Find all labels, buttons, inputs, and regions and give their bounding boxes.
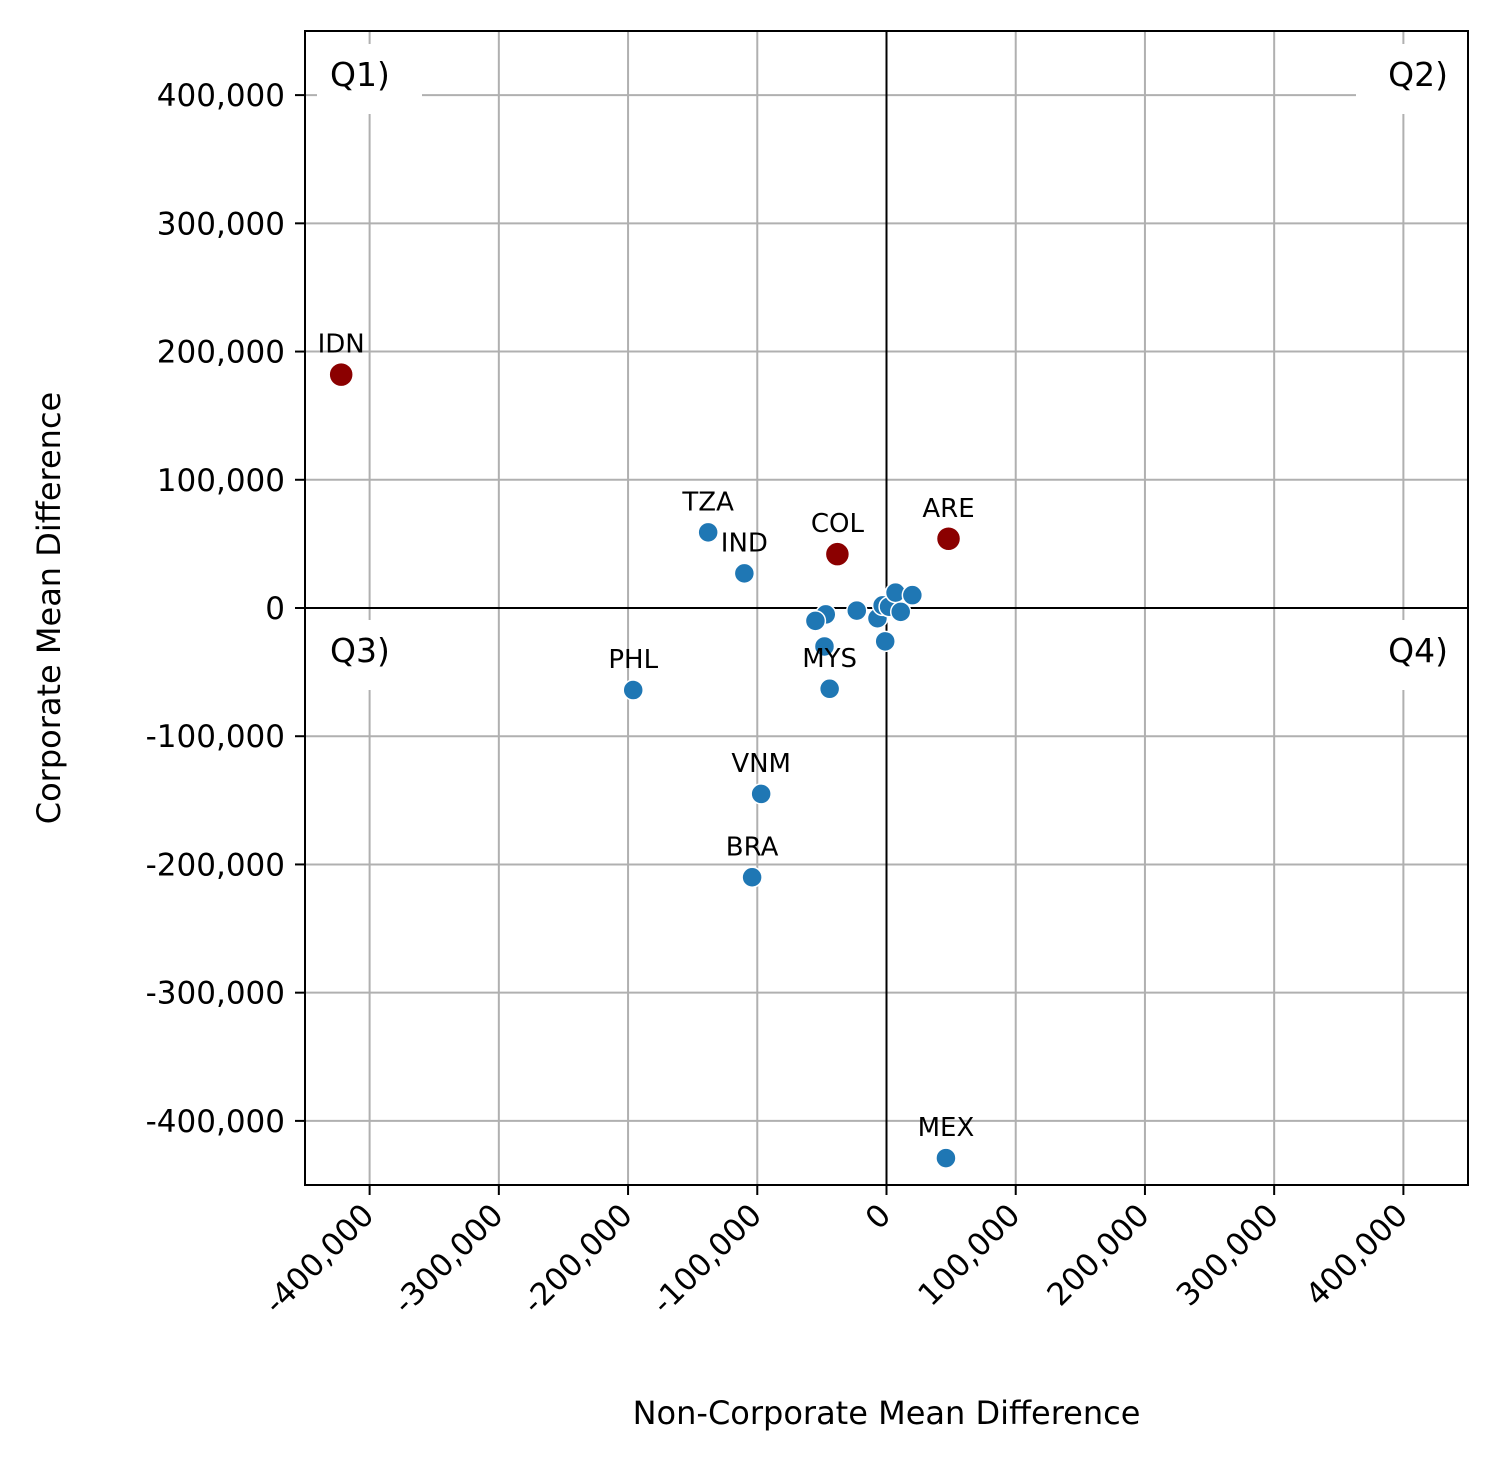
y-tick-label: -200,000 — [146, 847, 285, 883]
highlighted-point — [328, 361, 354, 388]
x-tick-label: -100,000 — [645, 1197, 769, 1321]
highlighted-point — [935, 526, 962, 552]
point-label: IND — [721, 528, 768, 558]
data-point — [750, 783, 772, 805]
quadrant-label: Q3) — [330, 631, 390, 670]
y-tick-label: 100,000 — [157, 463, 285, 499]
x-axis-label: Non-Corporate Mean Difference — [633, 1394, 1141, 1432]
y-tick-label: -400,000 — [146, 1104, 285, 1140]
point-label: ARE — [922, 494, 974, 524]
data-point — [804, 610, 827, 632]
x-tick-label: 200,000 — [1040, 1197, 1156, 1313]
x-tick-label: -300,000 — [386, 1197, 510, 1321]
data-point — [733, 562, 756, 585]
x-tick-label: 100,000 — [911, 1197, 1027, 1313]
data-point — [846, 599, 868, 622]
data-point — [818, 678, 841, 700]
x-tick-label: -200,000 — [516, 1197, 640, 1321]
point-label: TZA — [681, 487, 734, 517]
y-axis-label: Corporate Mean Difference — [30, 392, 68, 824]
y-tick-label: -300,000 — [146, 976, 285, 1012]
data-points — [328, 361, 962, 1169]
point-label: PHL — [608, 645, 658, 675]
quadrant-label-box — [1356, 44, 1468, 114]
quadrant-label-box — [317, 620, 422, 690]
x-tick-label: 300,000 — [1170, 1197, 1286, 1313]
y-tick-label: 200,000 — [157, 335, 285, 371]
point-label: COL — [811, 509, 865, 539]
quadrant-label-box — [1356, 620, 1468, 690]
highlighted-point — [824, 541, 851, 567]
x-axis-ticks: -400,000 -300,000 -200,000 -100,000 0 100,000… — [257, 1185, 1415, 1321]
quadrant-label-box — [317, 44, 422, 114]
y-axis-ticks: -400,000 -300,000 -200,000 -100,000 0 100,000… — [146, 78, 305, 1140]
x-tick-label: -400,000 — [257, 1197, 381, 1321]
x-tick-label: 400,000 — [1299, 1197, 1415, 1313]
x-tick-label: 0 — [859, 1197, 898, 1236]
y-tick-label: -100,000 — [146, 719, 285, 755]
y-tick-label: 0 — [265, 591, 285, 627]
quadrant-label: Q4) — [1388, 631, 1448, 670]
data-point — [622, 679, 644, 701]
data-point — [935, 1147, 957, 1169]
point-labels: IDN COL ARE TZA IND PHL MYS VNM BRA MEX — [318, 330, 975, 1143]
quadrant-label: Q1) — [330, 55, 390, 94]
point-label: VNM — [731, 749, 791, 779]
data-point — [741, 866, 763, 889]
data-point — [697, 521, 719, 544]
point-label: MEX — [918, 1113, 975, 1143]
data-point — [813, 635, 836, 658]
data-point — [889, 601, 912, 623]
point-label: BRA — [726, 832, 779, 862]
data-point — [874, 630, 896, 653]
data-point — [901, 584, 924, 606]
quadrant-labels: Q1) Q2) Q3) Q4) — [317, 44, 1468, 690]
y-tick-label: 300,000 — [157, 206, 285, 242]
point-label: IDN — [318, 330, 365, 360]
point-label: MYS — [802, 644, 857, 674]
quadrant-label: Q2) — [1388, 55, 1448, 94]
y-tick-label: 400,000 — [157, 78, 285, 114]
